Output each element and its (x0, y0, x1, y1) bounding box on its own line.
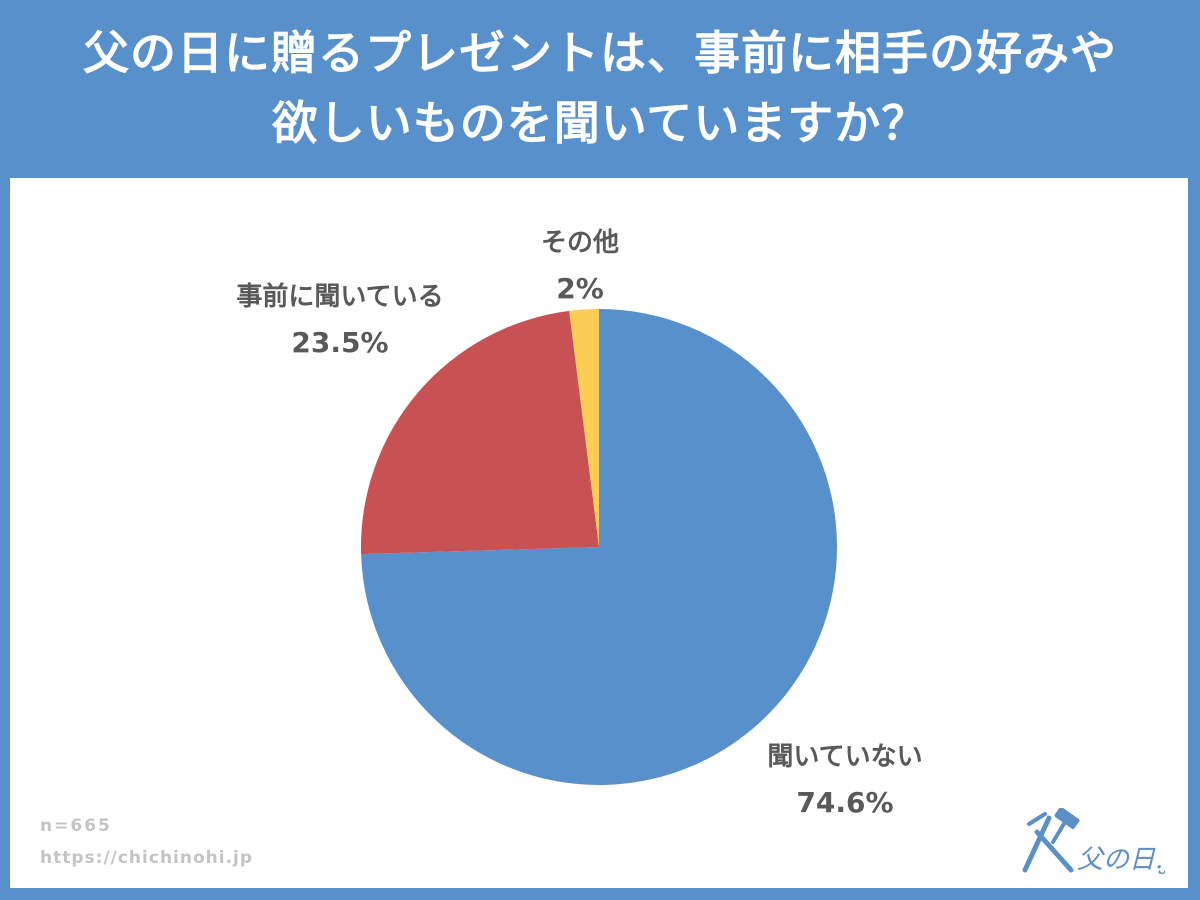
logo-wordmark: 父の日.jp (1077, 845, 1165, 875)
chichinohi-logo: 父の日.jp (1022, 808, 1165, 875)
slice-label-value: 23.5% (291, 326, 389, 359)
slice-label-not-asked: 聞いていない 74.6% (750, 734, 940, 826)
slice-label-value: 74.6% (796, 786, 894, 819)
slice-label-name: 聞いていない (767, 742, 923, 772)
sample-size-note: n=665 (40, 816, 112, 836)
title-line-2: 欲しいものを聞いていますか？ (271, 96, 929, 150)
slice-label-value: 2% (556, 272, 604, 305)
title-bar: 父の日に贈るプレゼントは、事前に相手の好みや 欲しいものを聞いていますか？ (0, 0, 1200, 176)
hammer-icon (1022, 808, 1080, 873)
pie-slice-other (569, 309, 599, 547)
title-line-1: 父の日に贈るプレゼントは、事前に相手の好みや (83, 26, 1117, 80)
slice-label-asked: 事前に聞いている 23.5% (215, 274, 465, 366)
chart-panel: 聞いていない 74.6% 事前に聞いている 23.5% その他 2% n=665… (10, 178, 1188, 888)
pie-slice-not-asked (361, 309, 838, 786)
pie-chart (360, 309, 838, 786)
slice-label-other: その他 2% (520, 220, 640, 312)
source-url: https://chichinohi.jp (40, 848, 254, 868)
pie-slice-asked (360, 310, 599, 555)
slice-label-name: その他 (540, 228, 619, 258)
slice-label-name: 事前に聞いている (236, 282, 444, 312)
